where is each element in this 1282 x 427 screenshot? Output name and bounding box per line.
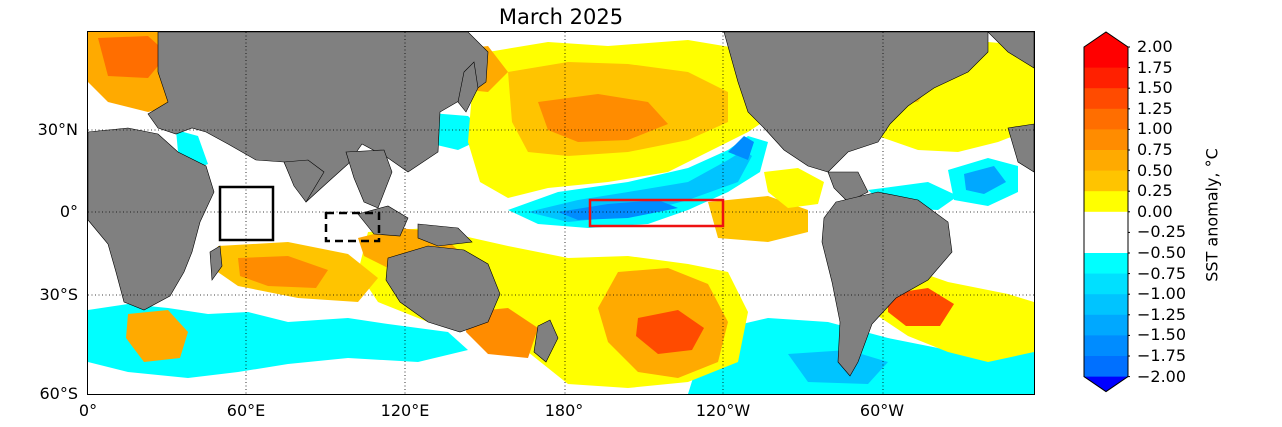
lon-tick-0: 0°	[78, 401, 98, 420]
madagascar-land	[209, 245, 223, 281]
south-atlantic-warm-red	[888, 288, 954, 326]
south-pacific-blue-patch	[788, 350, 888, 384]
india-land	[283, 159, 325, 203]
colorbar-tick-label: 1.75	[1137, 57, 1173, 77]
lon-tick-180: 180°	[544, 401, 584, 420]
north-america-land	[723, 32, 989, 173]
south-pacific-warm-red	[636, 310, 704, 354]
western-indian-box	[218, 185, 275, 242]
colorbar-band	[1084, 108, 1128, 130]
lat-tick-60s: 60°S	[39, 384, 78, 403]
southwest-indian-warm	[126, 310, 188, 362]
mediterranean-warm-core	[98, 36, 168, 78]
australia-land	[385, 245, 501, 333]
sst-anomaly-map	[87, 31, 1035, 395]
southeast-asia-land	[345, 149, 393, 209]
colorbar-tick-label: −1.75	[1137, 346, 1187, 365]
colorbar-tick-label: 1.25	[1137, 98, 1173, 118]
greenland-land	[987, 32, 1034, 69]
colorbar-band	[1084, 67, 1128, 89]
colorbar	[1083, 31, 1130, 393]
south-indian-cold-patch	[88, 304, 468, 378]
colorbar-band	[1084, 356, 1128, 378]
japan-land	[457, 61, 479, 113]
colorbar-tick-label: −2.00	[1137, 366, 1187, 386]
africa-land	[88, 127, 215, 311]
colorbar-band	[1084, 129, 1128, 151]
colorbar-band	[1084, 273, 1128, 295]
colorbar-tick-label: 0.25	[1137, 181, 1173, 201]
colorbar-label: SST anomaly, °C	[1202, 148, 1222, 282]
lon-tick-120w: 120°W	[695, 401, 751, 420]
colorbar-tick-label: 0.75	[1137, 140, 1173, 159]
lat-tick-30n: 30°N	[37, 120, 78, 139]
graticule	[88, 32, 1034, 394]
new-zealand-land	[533, 319, 559, 363]
map-canvas	[88, 32, 1034, 394]
land-masses	[88, 32, 1034, 377]
colorbar-tick-label: −1.25	[1137, 304, 1187, 324]
colorbar-band	[1084, 314, 1128, 336]
colorbar-band	[1084, 170, 1128, 192]
equatorial-pacific-deep-blue	[558, 200, 678, 220]
colorbar-tick-label: 0.00	[1137, 201, 1173, 221]
colorbar-tick-label: −0.50	[1137, 243, 1187, 262]
borneo-sumatra-land	[357, 205, 409, 237]
new-guinea-land	[417, 223, 473, 247]
nino34-box	[588, 198, 725, 228]
north-pacific-warm-core	[538, 94, 668, 142]
colorbar-band	[1084, 150, 1128, 172]
colorbar-tick-label: −0.25	[1137, 222, 1187, 242]
colorbar-band	[1084, 191, 1128, 213]
map-title: March 2025	[498, 5, 624, 29]
southeastern-indian-box	[324, 211, 381, 243]
lon-tick-60e: 60°E	[226, 401, 266, 420]
colorbar-band	[1084, 47, 1128, 69]
colorbar-band	[1084, 294, 1128, 316]
south-america-land	[821, 191, 953, 377]
lat-tick-0: 0°	[59, 202, 78, 221]
indian-ocean-south-warm-core	[238, 256, 328, 288]
colorbar-band	[1084, 88, 1128, 110]
colorbar-tick-label: −0.75	[1137, 263, 1187, 283]
colorbar-band	[1084, 253, 1128, 275]
colorbar-tick-label: −1.00	[1137, 284, 1187, 304]
colorbar-extend-min	[1084, 376, 1128, 392]
equatorial-pacific-blue	[528, 150, 752, 222]
index-boxes	[218, 185, 725, 243]
west-africa-edge-land	[1007, 123, 1034, 173]
colorbar-tick-label: 2.00	[1137, 37, 1173, 56]
lon-tick-60w: 60°W	[859, 401, 905, 420]
lat-tick-30s: 30°S	[39, 285, 78, 304]
colorbar-tick-label: 1.00	[1137, 119, 1173, 139]
east-pacific-coastal-warm	[764, 168, 824, 208]
colorbar-band	[1084, 211, 1128, 233]
california-current-blue	[728, 136, 754, 160]
lon-tick-120e: 120°E	[380, 401, 430, 420]
colorbar-extend-max	[1084, 32, 1128, 47]
north-atlantic-blue	[964, 166, 1006, 194]
colorbar-tick-label: 1.50	[1137, 78, 1173, 98]
colorbar-tick-label: 0.50	[1137, 160, 1173, 180]
colorbar-tick-label: −1.50	[1137, 325, 1187, 345]
colorbar-band	[1084, 335, 1128, 357]
colorbar-band	[1084, 232, 1128, 254]
eastern-tropical-atlantic-warm	[708, 196, 808, 242]
